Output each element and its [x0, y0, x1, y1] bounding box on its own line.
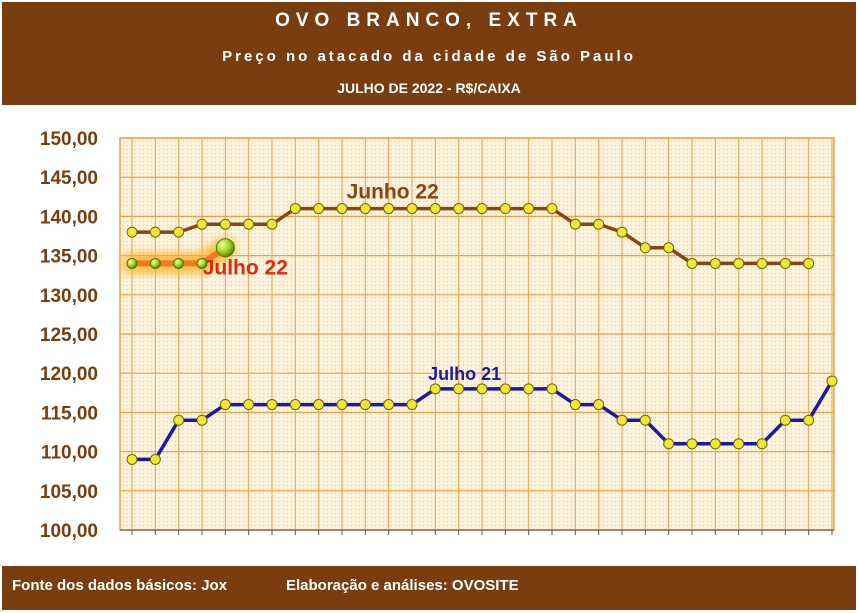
data-point — [336, 203, 348, 215]
data-point — [149, 453, 161, 465]
chart-header: OVO BRANCO, EXTRA Preço no atacado da ci… — [2, 2, 856, 105]
data-point — [569, 218, 581, 230]
data-point — [523, 383, 535, 395]
chart-footer: Fonte dos dados básicos: Jox Elaboração … — [2, 566, 856, 610]
series-label: Julho 21 — [428, 364, 501, 384]
data-point — [196, 414, 208, 426]
data-point — [453, 383, 465, 395]
data-point — [616, 226, 628, 238]
data-point — [476, 203, 488, 215]
data-point — [359, 399, 371, 411]
data-point — [429, 383, 441, 395]
series-label: Junho 22 — [347, 181, 439, 204]
y-tick-label: 115,00 — [41, 403, 98, 424]
data-point — [266, 218, 278, 230]
chart-title: OVO BRANCO, EXTRA — [275, 10, 583, 31]
y-tick-label: 125,00 — [40, 325, 98, 346]
data-point — [779, 257, 791, 269]
series-label: Julho 22 — [203, 256, 288, 279]
data-point — [173, 414, 185, 426]
data-point — [756, 438, 768, 450]
data-point — [733, 257, 745, 269]
data-point — [616, 414, 628, 426]
y-axis: 150,00 145,00 140,00 135,00 130,00 125,00 120,… — [40, 129, 834, 542]
data-point — [243, 218, 255, 230]
y-tick-label: 110,00 — [41, 443, 98, 464]
y-tick-label: 120,00 — [40, 364, 98, 385]
data-point — [686, 438, 698, 450]
data-point — [215, 238, 235, 258]
data-point — [406, 399, 418, 411]
data-point — [173, 257, 185, 269]
data-point — [803, 414, 815, 426]
y-tick-label: 100,00 — [40, 521, 98, 542]
data-point — [126, 453, 138, 465]
data-point — [593, 218, 605, 230]
line-chart: 150,00 145,00 140,00 135,00 130,00 125,00 120,… — [40, 129, 838, 542]
data-point — [149, 257, 161, 269]
data-point — [289, 399, 301, 411]
data-point — [733, 438, 745, 450]
data-point — [406, 203, 418, 215]
data-point — [499, 203, 511, 215]
data-point — [196, 257, 208, 269]
data-point — [126, 257, 138, 269]
chart-period: JULHO DE 2022 - R$/CAIXA — [337, 80, 521, 96]
data-point — [196, 218, 208, 230]
data-point — [639, 242, 651, 254]
data-point — [219, 218, 231, 230]
series-lines: Junho 22 Julho 22 Julho 21 — [121, 181, 838, 465]
data-point — [756, 257, 768, 269]
y-tick-label: 105,00 — [40, 482, 98, 503]
data-point — [383, 203, 395, 215]
y-tick-label: 145,00 — [40, 168, 98, 189]
data-point — [126, 226, 138, 238]
data-point — [499, 383, 511, 395]
data-point — [243, 399, 255, 411]
chart-subtitle: Preço no atacado da cidade de São Paulo — [222, 48, 636, 65]
data-point — [149, 226, 161, 238]
data-point — [709, 438, 721, 450]
y-tick-label: 130,00 — [40, 286, 98, 307]
footer-credits: Elaboração e análises: OVOSITE — [286, 577, 519, 594]
data-point — [803, 257, 815, 269]
data-point — [826, 375, 838, 387]
data-point — [546, 203, 558, 215]
data-point — [359, 203, 371, 215]
data-point — [686, 257, 698, 269]
data-point — [266, 399, 278, 411]
plot-panel: 150,00 145,00 140,00 135,00 130,00 125,00 120,… — [2, 112, 856, 564]
y-tick-label: 135,00 — [40, 247, 98, 268]
data-point — [219, 399, 231, 411]
data-point — [779, 414, 791, 426]
data-point — [289, 203, 301, 215]
data-point — [639, 414, 651, 426]
data-point — [453, 203, 465, 215]
data-point — [313, 203, 325, 215]
data-point — [523, 203, 535, 215]
data-point — [546, 383, 558, 395]
data-point — [173, 226, 185, 238]
footer-source: Fonte dos dados básicos: Jox — [12, 577, 228, 594]
data-point — [593, 399, 605, 411]
data-point — [663, 438, 675, 450]
data-point — [476, 383, 488, 395]
y-tick-label: 140,00 — [40, 207, 98, 228]
data-point — [569, 399, 581, 411]
data-point — [709, 257, 721, 269]
data-point — [383, 399, 395, 411]
data-point — [336, 399, 348, 411]
data-point — [313, 399, 325, 411]
data-point — [663, 242, 675, 254]
y-tick-label: 150,00 — [40, 129, 98, 150]
data-point — [429, 203, 441, 215]
